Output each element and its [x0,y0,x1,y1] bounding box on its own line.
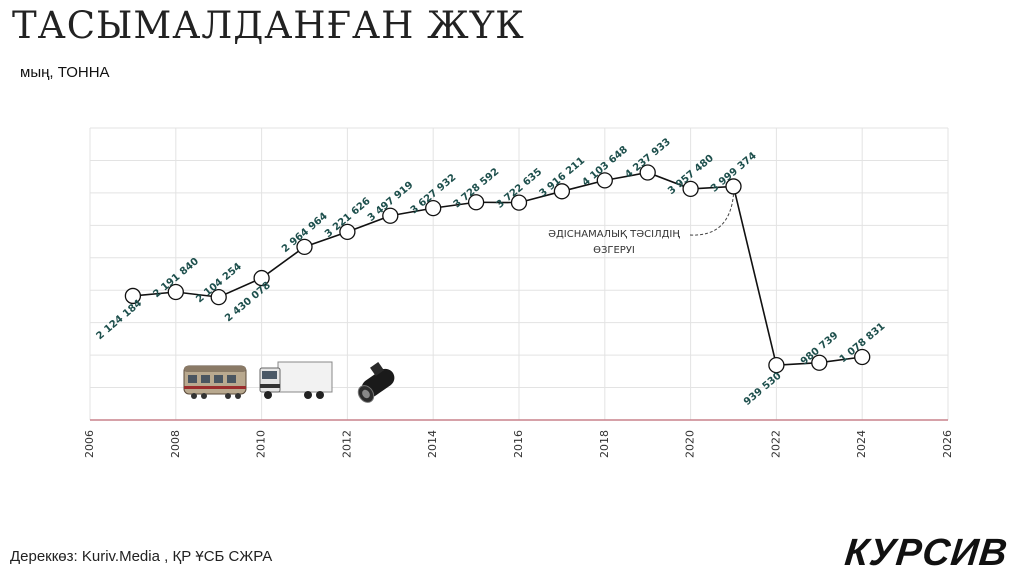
x-tick-label: 2008 [169,430,182,458]
x-tick-label: 2018 [598,430,611,458]
data-point [510,194,528,211]
data-point [639,164,656,181]
x-tick-label: 2012 [340,430,353,458]
truck-icon [259,361,333,399]
data-point [811,354,828,371]
annotation-line-2: ӨЗГЕРУІ [593,245,635,256]
data-point [296,238,313,255]
data-point [854,348,871,366]
x-tick-label: 2014 [426,430,439,458]
data-point [124,287,142,305]
x-axis: 2006 2008 2010 2012 2014 2016 2018 2020 2022 2024… [83,419,954,458]
data-point [596,172,613,189]
data-point [167,283,184,301]
chart-title: ТАСЫМАЛДАНҒАН ЖҮК [12,4,525,47]
data-point [210,288,227,306]
x-tick-label: 2026 [941,430,954,458]
annotation-leader [689,194,734,236]
data-point [382,207,399,224]
train-icon [183,365,247,399]
annotation: ӘДІСНАМАЛЫҚ ТӘСІЛДІҢ ӨЗГЕРУІ [548,194,734,256]
source-note: Дереккөз: Kuriv.Media , ҚР ҰСБ СЖРА [10,548,273,565]
data-label: 2 124 184 [94,298,144,342]
x-tick-label: 2024 [855,430,868,458]
brand-logo: КУРСИВ [843,532,1011,574]
data-point [425,199,442,217]
data-point [467,194,485,211]
data-point [553,183,571,200]
grid-lines [89,127,949,420]
data-point [725,178,742,195]
data-label: 2 430 078 [223,280,273,324]
data-points [124,164,871,374]
annotation-line-1: ӘДІСНАМАЛЫҚ ТӘСІЛДІҢ [548,229,680,240]
data-point [768,356,785,374]
x-tick-label: 2010 [255,430,268,458]
data-point [253,269,270,287]
unit-label: мың, ТОННА [20,64,110,81]
x-tick-label: 2022 [769,430,782,458]
data-point [682,180,699,198]
data-point [339,223,356,241]
x-tick-label: 2020 [684,430,697,458]
x-tick-label: 2006 [83,430,96,458]
data-label: 939 530 [742,370,784,408]
x-tick-label: 2016 [512,430,525,458]
pipeline-icon [357,362,395,403]
